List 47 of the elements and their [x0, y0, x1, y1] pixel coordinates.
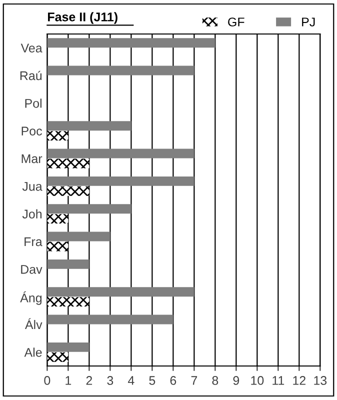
x-tick-label: 5 — [149, 376, 156, 385]
bar — [47, 342, 90, 352]
x-tick-label: 2 — [86, 376, 92, 385]
bar — [47, 204, 132, 214]
legend-label: GF — [228, 18, 244, 26]
y-tick-label: Mar — [22, 154, 42, 164]
bar — [47, 259, 90, 269]
y-tick-label: Pol — [25, 98, 42, 108]
y-tick-label: Ale — [24, 348, 42, 357]
y-tick-label: Raú — [20, 70, 42, 80]
bar — [47, 158, 90, 168]
bar — [47, 148, 194, 158]
x-tick-label: 7 — [191, 376, 198, 385]
x-tick-label: 9 — [233, 376, 240, 385]
bar — [47, 214, 68, 224]
x-tick-label: 13 — [314, 376, 327, 385]
legend-label: PJ — [302, 18, 315, 26]
x-tick-label: 11 — [272, 376, 284, 385]
bar — [47, 176, 194, 186]
x-tick-label: 10 — [251, 376, 264, 385]
x-tick-label: 8 — [212, 376, 218, 385]
x-tick-label: 6 — [170, 376, 176, 385]
bar — [47, 352, 68, 362]
bar — [47, 131, 68, 141]
y-tick-label: Dav — [21, 265, 42, 274]
bar — [47, 186, 90, 196]
x-tick-label: 3 — [107, 376, 114, 385]
bar — [47, 232, 110, 242]
bar — [47, 121, 132, 131]
bar — [47, 38, 216, 48]
bar — [47, 287, 194, 297]
chart-title: Fase II (J11) — [48, 12, 118, 24]
x-tick-label: 4 — [128, 376, 134, 385]
y-tick-label: Fra — [24, 237, 42, 246]
bar — [47, 66, 194, 76]
y-tick-label: Áng — [20, 291, 42, 305]
x-tick-label: 1 — [66, 376, 72, 385]
bar — [47, 242, 68, 252]
y-tick-label: Álv — [24, 318, 42, 330]
bar — [47, 314, 174, 324]
y-tick-label: Joh — [22, 209, 42, 218]
y-tick-label: Vea — [20, 44, 42, 52]
bar — [47, 297, 90, 307]
y-tick-label: Poc — [22, 126, 42, 136]
x-tick-label: 12 — [293, 376, 306, 385]
x-tick-label: 0 — [44, 376, 50, 385]
y-tick-label: Jua — [22, 182, 42, 191]
